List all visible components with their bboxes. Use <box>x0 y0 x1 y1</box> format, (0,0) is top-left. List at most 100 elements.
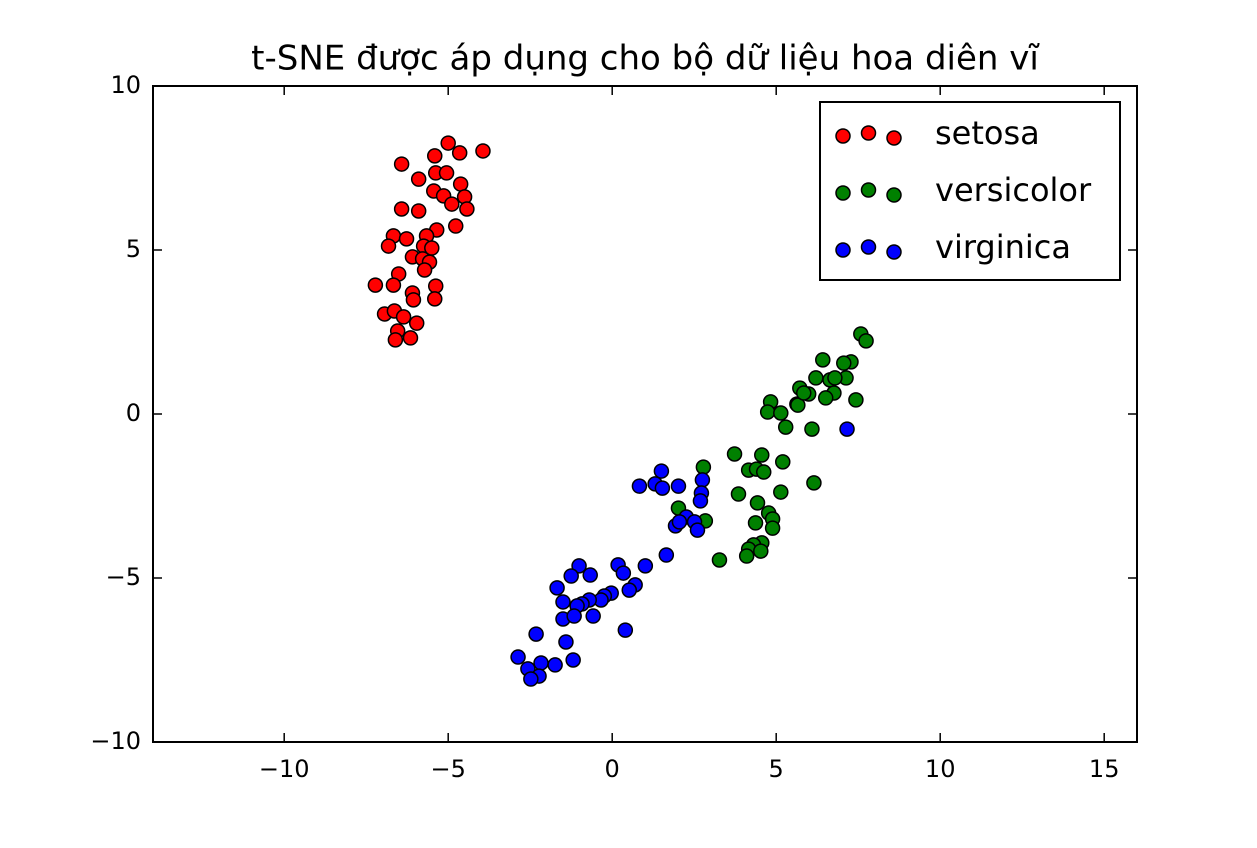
y-tick-label: 5 <box>126 235 141 263</box>
legend-marker <box>860 239 877 255</box>
point <box>777 419 794 435</box>
point <box>427 278 444 294</box>
point <box>621 582 638 598</box>
point <box>427 148 443 164</box>
point <box>528 626 544 642</box>
x-tick-label: 10 <box>925 755 956 783</box>
legend-marker <box>886 244 902 260</box>
legend-marker <box>860 125 877 141</box>
point <box>839 421 855 437</box>
y-tick-label: 0 <box>126 399 141 427</box>
point <box>402 330 419 346</box>
point <box>848 392 864 408</box>
x-tick-label: −5 <box>431 755 466 783</box>
point <box>790 397 806 413</box>
point <box>475 143 491 159</box>
point <box>533 655 549 671</box>
point <box>405 292 422 308</box>
x-tick-label: 15 <box>1089 755 1120 783</box>
legend-marker <box>835 128 851 144</box>
point <box>654 480 671 496</box>
point <box>730 486 747 502</box>
point <box>637 558 654 574</box>
point <box>427 291 443 307</box>
point <box>858 333 874 349</box>
point <box>671 514 688 530</box>
point <box>585 608 601 624</box>
point <box>775 454 791 470</box>
legend-label: versicolor <box>935 171 1092 209</box>
point <box>726 446 743 462</box>
y-tick-label: −10 <box>90 727 141 755</box>
point <box>440 135 456 151</box>
point <box>549 580 565 596</box>
point <box>806 475 822 491</box>
y-tick-label: −5 <box>106 563 141 591</box>
point <box>444 196 460 212</box>
point <box>694 472 711 488</box>
point <box>447 218 464 234</box>
chart-title: t-SNE được áp dụng cho bộ dữ liệu hoa di… <box>251 39 1040 79</box>
point <box>510 649 526 665</box>
point <box>827 370 843 386</box>
point <box>571 558 587 574</box>
legend-marker <box>860 182 877 198</box>
point <box>410 171 427 187</box>
point <box>380 238 397 254</box>
point <box>555 594 571 610</box>
legend-label: setosa <box>935 114 1040 152</box>
y-tick-label: 10 <box>110 71 141 99</box>
point <box>617 622 634 638</box>
legend-label: virginica <box>935 228 1071 266</box>
point <box>753 543 769 559</box>
point <box>670 478 687 494</box>
point <box>747 515 764 531</box>
point <box>759 404 776 420</box>
point <box>452 176 469 192</box>
point <box>773 405 789 421</box>
point <box>459 201 475 217</box>
point <box>451 145 468 161</box>
point <box>565 652 581 668</box>
point <box>796 385 812 401</box>
legend-marker <box>886 187 902 203</box>
point <box>582 567 598 583</box>
x-tick-label: 0 <box>605 755 620 783</box>
point <box>393 201 410 217</box>
point <box>563 568 579 584</box>
point <box>653 463 670 479</box>
point <box>387 332 404 348</box>
point <box>689 522 706 538</box>
point <box>615 565 632 581</box>
point <box>836 355 852 371</box>
point <box>754 447 770 463</box>
legend-marker <box>835 185 851 201</box>
legend-marker <box>835 242 851 258</box>
point <box>385 277 402 293</box>
point <box>817 390 834 406</box>
point <box>808 370 824 386</box>
point <box>738 548 755 564</box>
point <box>755 464 772 480</box>
legend-marker <box>886 130 902 146</box>
x-tick-label: 5 <box>769 755 784 783</box>
point <box>523 671 539 687</box>
point <box>631 478 648 494</box>
point <box>804 421 820 437</box>
point <box>410 203 427 219</box>
point <box>367 277 384 293</box>
point <box>566 608 582 624</box>
point <box>773 484 789 500</box>
plot-frame <box>152 85 1138 743</box>
point <box>711 552 728 568</box>
point <box>558 634 574 650</box>
point <box>658 547 675 563</box>
point <box>398 231 415 247</box>
point <box>764 520 781 536</box>
point <box>815 352 831 368</box>
point <box>749 495 766 511</box>
point <box>695 459 712 475</box>
point <box>438 165 455 181</box>
point <box>692 493 709 509</box>
